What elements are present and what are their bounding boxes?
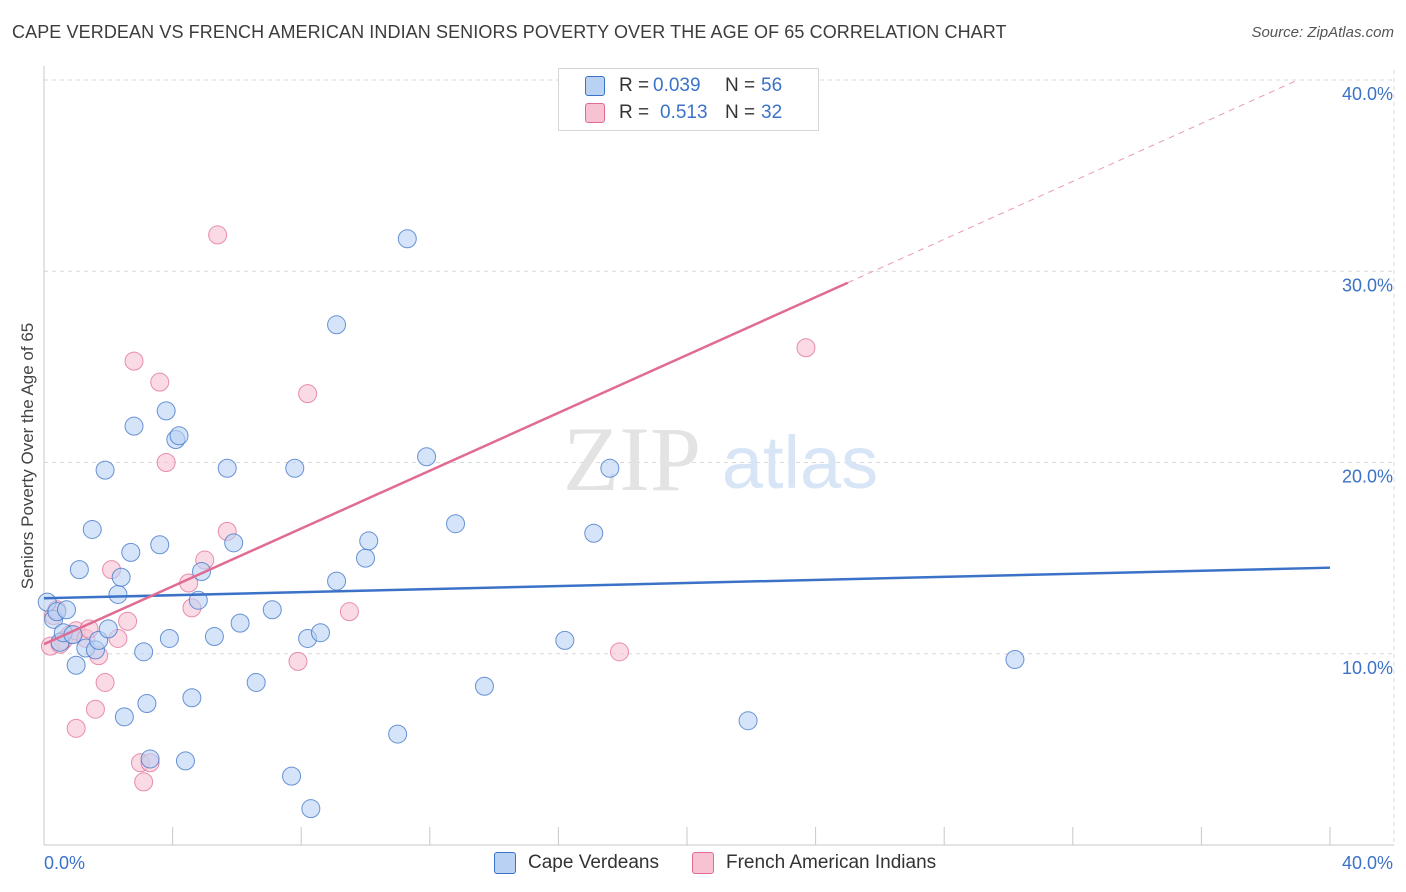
data-point-cape-verdeans — [217, 458, 237, 478]
data-point-cape-verdeans — [388, 724, 408, 744]
data-point-french-american-indians — [298, 384, 318, 404]
data-point-french-american-indians — [339, 602, 359, 622]
watermark: ZIP atlas — [563, 408, 878, 510]
chart-title: CAPE VERDEAN VS FRENCH AMERICAN INDIAN S… — [12, 22, 1007, 42]
data-point-french-american-indians — [85, 699, 105, 719]
legend-r-value: 0.039 — [653, 75, 701, 96]
source-label: Source: ZipAtlas.com — [1251, 24, 1394, 41]
data-point-cape-verdeans — [134, 642, 154, 662]
gridlines — [44, 70, 1395, 845]
data-point-cape-verdeans — [555, 630, 575, 650]
legend-swatch-blue — [585, 76, 605, 96]
bottom-legend-label: Cape Verdeans — [528, 852, 659, 873]
trend-lines — [43, 79, 1331, 646]
data-point-cape-verdeans — [327, 315, 347, 335]
trend-line-cape-verdeans — [43, 566, 1331, 600]
data-point-french-american-indians — [134, 772, 154, 792]
bottom-legend-swatch-pink — [692, 852, 714, 874]
data-point-cape-verdeans — [98, 619, 118, 639]
data-point-cape-verdeans — [230, 613, 250, 633]
data-point-cape-verdeans — [446, 514, 466, 534]
legend-n-label: N = — [725, 102, 756, 123]
y-tick-label: 30.0% — [1342, 275, 1393, 295]
bottom-legend-french-american-indians: French American Indians — [692, 852, 936, 874]
bottom-legend-label: French American Indians — [726, 852, 937, 873]
data-point-cape-verdeans — [417, 447, 437, 467]
data-point-french-american-indians — [609, 642, 629, 662]
data-point-cape-verdeans — [282, 766, 302, 786]
data-point-cape-verdeans — [66, 655, 86, 675]
legend-r-label: R = — [619, 75, 650, 96]
data-point-french-american-indians — [288, 651, 308, 671]
data-point-cape-verdeans — [114, 707, 134, 727]
x-tick-label-max: 40.0% — [1342, 853, 1393, 873]
watermark-atlas: atlas — [722, 421, 878, 504]
legend-row-french-american-indians: R = 0.513 N = 32 — [585, 101, 782, 125]
legend-n-label: N = — [725, 75, 756, 96]
y-tick-label: 20.0% — [1342, 467, 1393, 487]
data-point-cape-verdeans — [246, 672, 266, 692]
legend-r-value: 0.513 — [660, 102, 708, 123]
y-axis-label: Seniors Poverty Over the Age of 65 — [18, 322, 37, 590]
trend-line-french-american-indians — [43, 281, 849, 646]
data-point-cape-verdeans — [121, 542, 141, 562]
data-point-cape-verdeans — [111, 567, 131, 587]
data-point-cape-verdeans — [140, 749, 160, 769]
legend-swatch-pink — [585, 103, 605, 123]
data-point-french-american-indians — [796, 338, 816, 358]
bottom-legend-swatch-blue — [494, 852, 516, 874]
watermark-zip: ZIP — [563, 408, 701, 510]
data-point-cape-verdeans — [124, 416, 144, 436]
data-point-cape-verdeans — [159, 628, 179, 648]
data-point-cape-verdeans — [82, 519, 102, 539]
y-tick-label: 10.0% — [1342, 658, 1393, 678]
data-point-cape-verdeans — [175, 751, 195, 771]
legend-row-cape-verdeans: R = 0.039 N = 56 — [585, 74, 782, 98]
axes — [43, 66, 1394, 846]
series-cape-verdeans-points — [37, 229, 1025, 819]
data-point-cape-verdeans — [182, 688, 202, 708]
data-point-cape-verdeans — [95, 460, 115, 480]
data-point-cape-verdeans — [356, 548, 375, 568]
data-point-cape-verdeans — [137, 693, 157, 713]
data-point-cape-verdeans — [327, 571, 347, 591]
data-point-cape-verdeans — [108, 584, 128, 604]
data-point-cape-verdeans — [57, 600, 77, 620]
data-point-cape-verdeans — [262, 600, 282, 620]
data-point-french-american-indians — [124, 351, 144, 371]
data-point-french-american-indians — [150, 372, 170, 392]
data-point-french-american-indians — [156, 453, 176, 472]
trend-extension-french-american-indians — [847, 79, 1299, 284]
data-point-cape-verdeans — [204, 627, 224, 647]
data-point-cape-verdeans — [310, 623, 330, 643]
data-point-cape-verdeans — [301, 799, 321, 819]
data-point-cape-verdeans — [584, 523, 604, 543]
bottom-legend-cape-verdeans: Cape Verdeans — [494, 852, 659, 874]
legend-n-value: 56 — [761, 75, 783, 96]
x-tick-label-min: 0.0% — [44, 853, 85, 873]
data-point-french-american-indians — [118, 611, 138, 631]
data-point-cape-verdeans — [474, 676, 494, 696]
data-point-french-american-indians — [66, 718, 86, 738]
data-point-cape-verdeans — [359, 531, 379, 551]
tick-labels: 10.0% 20.0% 30.0% 40.0% 0.0% 40.0% — [44, 84, 1393, 873]
data-point-french-american-indians — [95, 672, 115, 692]
data-point-cape-verdeans — [169, 426, 189, 446]
data-point-cape-verdeans — [224, 533, 244, 553]
data-point-cape-verdeans — [69, 560, 89, 580]
correlation-legend: R = 0.039 N = 56 R = 0.513 N = 32 — [558, 68, 819, 131]
data-point-cape-verdeans — [397, 229, 417, 249]
legend-r-label: R = — [619, 102, 650, 123]
data-point-cape-verdeans — [285, 458, 305, 478]
data-point-cape-verdeans — [738, 711, 758, 731]
data-point-cape-verdeans — [156, 401, 176, 421]
data-point-cape-verdeans — [150, 535, 170, 555]
legend-n-value: 32 — [761, 102, 783, 123]
data-point-cape-verdeans — [600, 458, 620, 478]
data-point-cape-verdeans — [1005, 649, 1025, 669]
y-tick-label: 40.0% — [1342, 84, 1393, 104]
data-point-french-american-indians — [208, 225, 228, 245]
